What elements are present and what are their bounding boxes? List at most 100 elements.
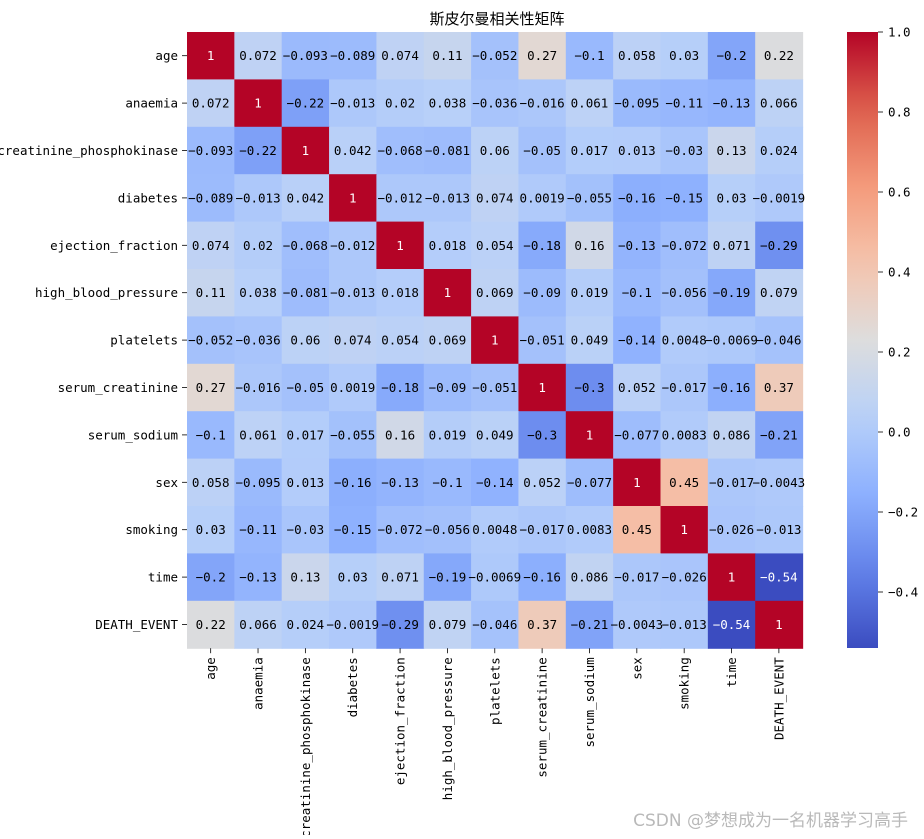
cell-value-label: 0.0083 [662,427,707,442]
cell-value-label: 1 [586,427,594,442]
heatmap-cell [234,553,283,602]
heatmap-cell [281,32,330,80]
cell-value-label: 0.079 [760,285,798,300]
heatmap-cell [755,411,804,460]
cell-value-label: 0.052 [618,380,656,395]
heatmap-cell [518,506,567,554]
cell-value-label: 0.03 [338,570,368,585]
heatmap-cell [660,458,709,507]
heatmap-cell [423,79,472,128]
heatmap-cell [187,316,235,365]
heatmap-cell [423,411,472,460]
heatmap-cell [565,411,614,460]
x-tick-label: platelets [487,657,502,725]
cell-value-label: −0.03 [665,143,703,158]
colorbar-gradient [847,32,878,648]
heatmap-cell [423,269,472,317]
heatmap-cell [187,79,235,128]
colorbar-tick-label: 0.8 [888,105,911,120]
heatmap-cell [329,600,377,649]
y-tick-label: creatinine_phosphokinase [0,143,178,158]
cell-value-label: 0.018 [381,285,419,300]
heatmap-cell [187,32,235,80]
heatmap-cell [376,506,425,554]
heatmap-cell [281,221,330,270]
cell-value-label: −0.089 [188,190,233,205]
cell-value-label: 0.061 [239,427,277,442]
cell-value-label: 0.16 [574,238,604,253]
heatmap-cell [281,269,330,317]
cell-value-label: 0.27 [527,48,557,63]
heatmap-cell [707,269,756,317]
cell-value-label: −0.0069 [705,333,758,348]
heatmap-cell [187,363,235,412]
heatmap-cell [187,506,235,554]
heatmap-cell [660,506,709,554]
colorbar-tick-label: 1.0 [888,25,911,40]
x-tick-label: age [203,657,218,680]
y-tick-label: time [148,570,178,585]
cell-value-label: 1 [491,333,499,348]
heatmap-cell [187,553,235,602]
heatmap-cell [187,269,235,317]
heatmap-cell [281,79,330,128]
heatmap-cell [234,221,283,270]
cell-value-label: 0.06 [290,333,320,348]
colorbar-tick-label: 0.6 [888,185,911,200]
cell-value-label: 0.072 [239,48,277,63]
cell-value-label: 0.13 [290,570,320,585]
heatmap-cell [707,126,756,175]
heatmap-cell [518,316,567,365]
cell-value-label: 1 [396,238,404,253]
cell-value-label: 1 [444,285,452,300]
cell-value-label: 0.054 [381,333,419,348]
cell-value-label: 0.11 [432,48,462,63]
heatmap-cell [281,506,330,554]
heatmap-cell [613,269,662,317]
x-tick-label: anaemia [251,657,266,710]
cell-value-label: −0.056 [662,285,707,300]
cell-value-label: −0.016 [235,380,280,395]
cell-value-label: 0.054 [476,238,514,253]
cell-value-label: 0.018 [429,238,467,253]
cell-value-label: 0.27 [196,380,226,395]
cell-value-label: 1 [538,380,546,395]
cell-value-label: −0.013 [330,285,375,300]
heatmap-cell [376,458,425,507]
heatmap-cell [376,174,425,223]
cell-value-label: −0.095 [235,475,280,490]
heatmap-cell [187,411,235,460]
cell-value-label: −0.0043 [610,617,663,632]
heatmap-cell [423,600,472,649]
cell-value-label: −0.29 [760,238,798,253]
cell-value-label: 1 [633,475,641,490]
heatmap-cell [707,363,756,412]
y-tick-label: sex [155,475,178,490]
cell-value-label: −0.017 [662,380,707,395]
cell-value-label: −0.3 [574,380,604,395]
y-tick-label: smoking [125,522,178,537]
heatmap-cell [565,553,614,602]
cell-value-label: −0.15 [665,190,703,205]
x-tick-label: sex [629,657,644,680]
chart-title: 斯皮尔曼相关性矩阵 [429,10,564,28]
heatmap-cell [660,269,709,317]
cell-value-label: −0.15 [334,522,372,537]
cell-value-label: 0.074 [381,48,419,63]
heatmap-cell [660,411,709,460]
colorbar-tick-label: 0.2 [888,345,911,360]
heatmap-cell [613,363,662,412]
heatmap-cell [565,126,614,175]
heatmap-cell [376,600,425,649]
heatmap-cell [471,221,520,270]
cell-value-label: −0.05 [523,143,561,158]
cell-value-label: −0.046 [472,617,517,632]
heatmap-cell [329,269,377,317]
cell-value-label: −0.18 [381,380,419,395]
cell-value-label: −0.16 [523,570,561,585]
heatmap-cell [707,174,756,223]
cell-value-label: −0.22 [239,143,277,158]
cell-value-label: 0.052 [523,475,561,490]
heatmap-cell [613,411,662,460]
